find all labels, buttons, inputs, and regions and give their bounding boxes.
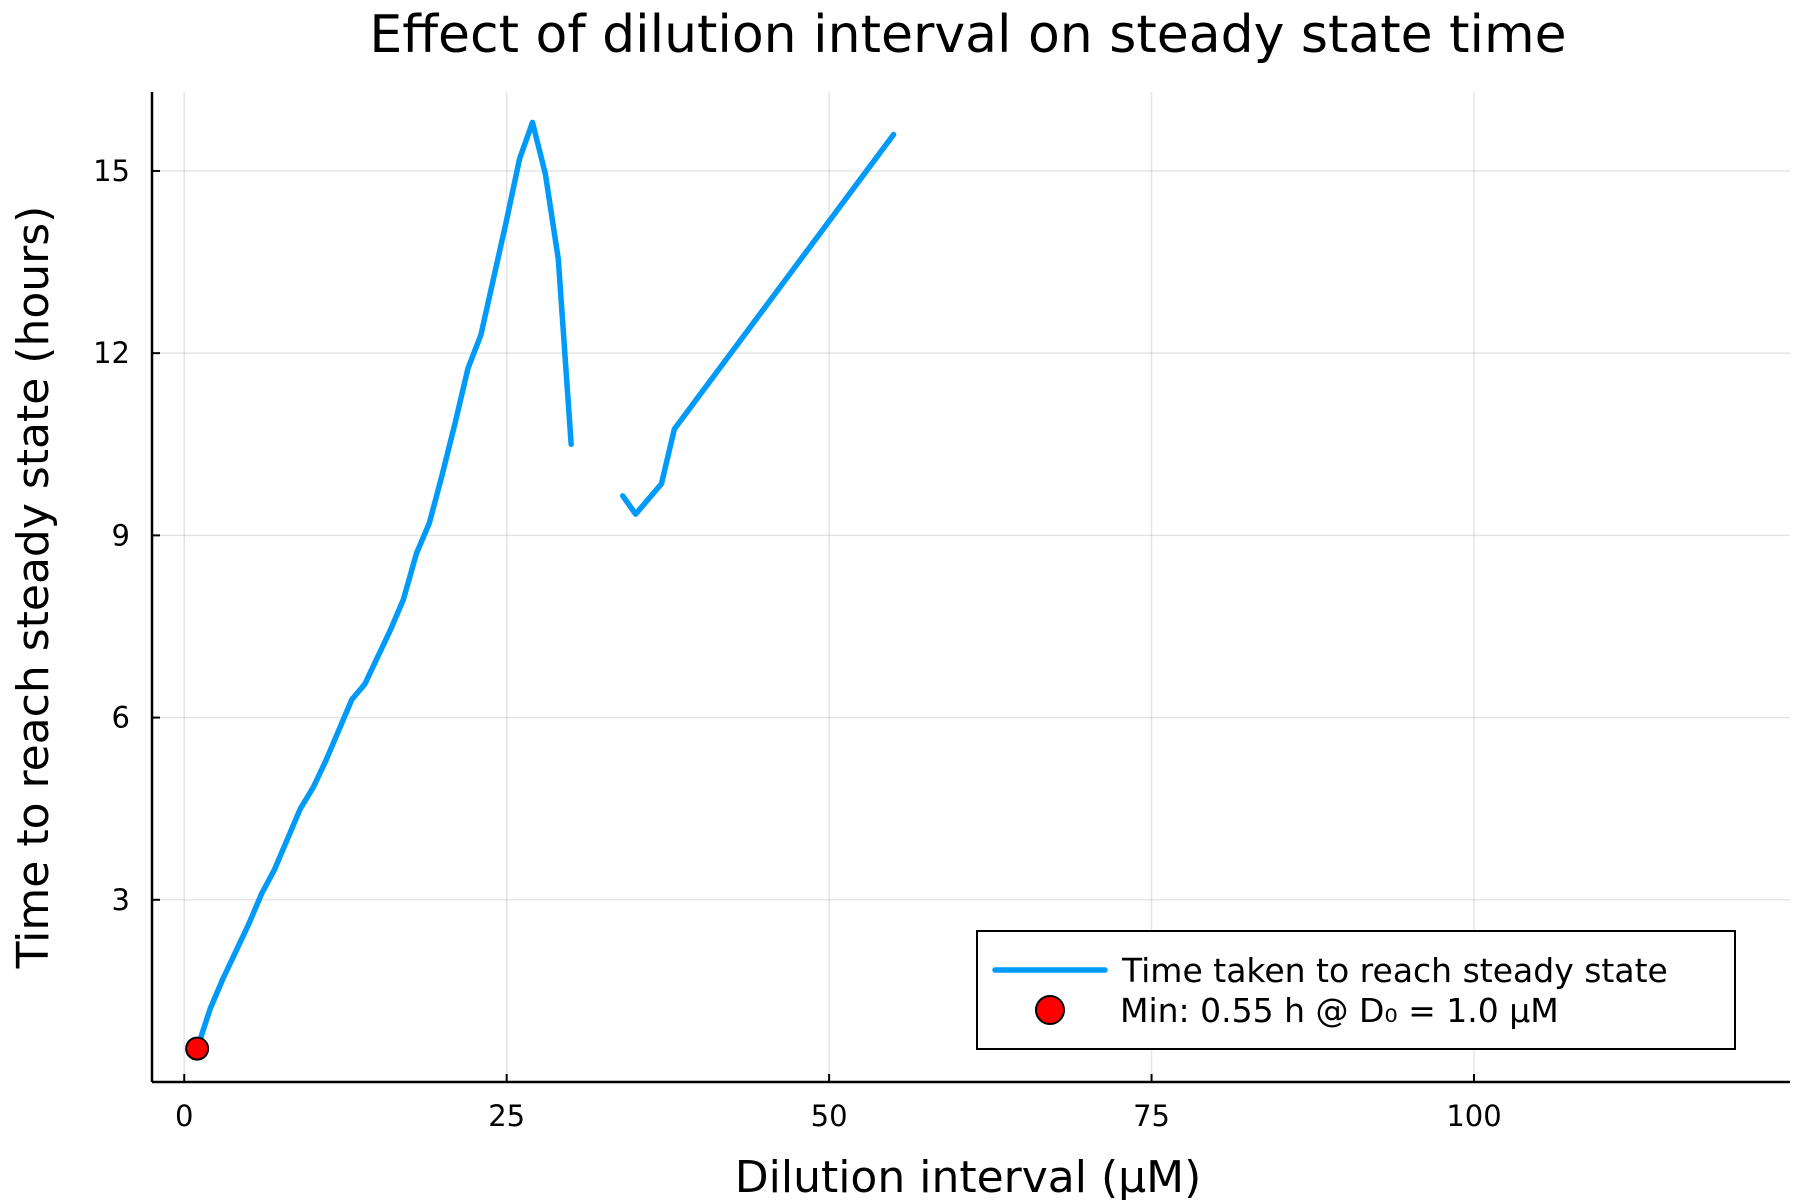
grid [152,92,1790,1082]
x-axis-label: Dilution interval (μM) [735,1152,1202,1200]
legend-label-line: Time taken to reach steady state [1121,951,1668,990]
tick-labels: 0 25 50 75 100 3 6 9 12 15 [93,154,1502,1133]
series-line-segment [194,119,574,1052]
legend-marker-swatch [1035,995,1065,1025]
y-tick-label: 9 [112,518,130,552]
x-tick-label: 25 [488,1099,525,1133]
x-tick-label: 50 [811,1099,848,1133]
y-axis-label: Time to reach steady state (hours) [8,206,59,970]
legend-label-min: Min: 0.55 h @ D₀ = 1.0 μM [1120,991,1559,1030]
y-tick-label: 15 [93,154,130,188]
y-tick-label: 6 [112,701,130,735]
legend-box [976,930,1736,1050]
min-point-marker [185,1036,210,1061]
x-tick-label: 100 [1446,1099,1501,1133]
chart-title: Effect of dilution interval on steady st… [369,5,1566,65]
axes [150,92,1790,1084]
plot-area [185,119,897,1061]
legend: Time taken to reach steady state Min: 0.… [976,930,1736,1050]
x-tick-label: 75 [1133,1099,1170,1133]
y-tick-label: 12 [93,336,130,370]
x-tick-label: 0 [175,1099,193,1133]
series-line-segment [620,131,897,517]
y-tick-label: 3 [112,883,130,917]
